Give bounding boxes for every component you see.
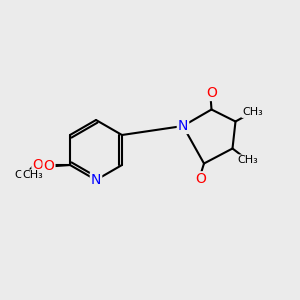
Text: N: N: [91, 173, 101, 187]
Text: O: O: [32, 158, 44, 172]
Text: N: N: [178, 119, 188, 133]
Text: CH₃: CH₃: [242, 107, 263, 117]
Text: CH₃: CH₃: [238, 155, 258, 165]
Text: O: O: [195, 172, 206, 186]
Text: O: O: [44, 160, 55, 173]
Text: CH₃: CH₃: [22, 170, 43, 181]
Text: O: O: [206, 86, 217, 100]
Text: CH₃: CH₃: [15, 170, 35, 181]
